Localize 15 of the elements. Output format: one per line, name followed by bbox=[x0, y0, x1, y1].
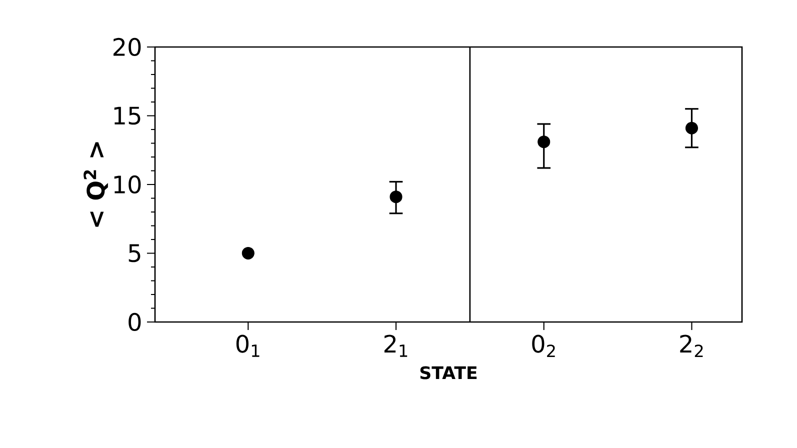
x-axis-title: STATE bbox=[420, 366, 477, 380]
x-tick-label: 2$_{1}$ bbox=[384, 334, 408, 357]
point bbox=[685, 122, 698, 134]
y-tick-label: 10 bbox=[114, 175, 141, 194]
point bbox=[242, 246, 254, 260]
x-tick-label: 0$_{2}$ bbox=[532, 334, 555, 358]
y-axis-title: < Q$^{2}$ > bbox=[84, 142, 108, 227]
point bbox=[390, 190, 402, 204]
y-tick-label: 5 bbox=[128, 244, 140, 262]
x-tick-label: 0$_{1}$ bbox=[236, 334, 260, 357]
point bbox=[538, 136, 550, 148]
y-tick-label: 0 bbox=[128, 312, 141, 332]
x-tick-label: 2$_{2}$ bbox=[680, 334, 703, 358]
y-tick-label: 20 bbox=[114, 38, 141, 56]
y-tick-label: 15 bbox=[114, 106, 140, 125]
